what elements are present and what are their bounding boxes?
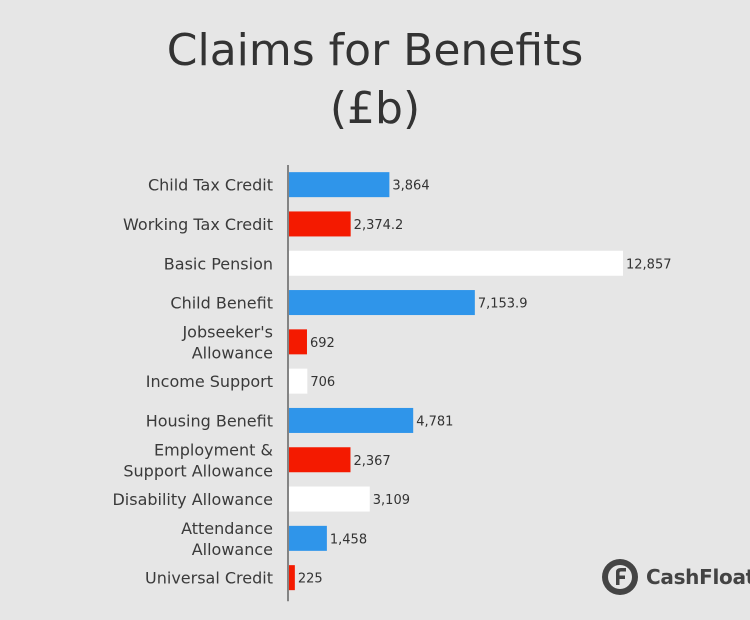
category-label: Basic Pension bbox=[164, 254, 273, 273]
value-label: 7,153.9 bbox=[478, 297, 528, 312]
value-label: 4,781 bbox=[416, 414, 453, 429]
category-label: Disability Allowance bbox=[112, 490, 273, 509]
value-label: 225 bbox=[298, 572, 323, 587]
cashfloat-logo-text: CashFloat bbox=[646, 565, 750, 589]
value-label: 692 bbox=[310, 336, 335, 351]
cashfloat-logo-icon bbox=[602, 559, 638, 595]
bar bbox=[289, 368, 308, 394]
category-label: Universal Credit bbox=[145, 569, 273, 588]
category-label: Housing Benefit bbox=[146, 411, 273, 430]
bar bbox=[289, 172, 390, 198]
value-label: 1,458 bbox=[330, 532, 367, 547]
value-label: 706 bbox=[310, 375, 335, 390]
value-label: 12,857 bbox=[626, 257, 672, 272]
bar bbox=[289, 486, 370, 512]
bar bbox=[289, 290, 475, 316]
category-label: Working Tax Credit bbox=[123, 215, 273, 234]
bar bbox=[289, 525, 327, 551]
cashfloat-logo: CashFloat bbox=[600, 557, 750, 597]
bar bbox=[289, 407, 414, 433]
bar bbox=[289, 329, 307, 355]
category-label: Child Tax Credit bbox=[148, 176, 273, 195]
chart-title: Claims for Benefits (£b) bbox=[0, 22, 750, 138]
category-label: Employment & Support Allowance bbox=[123, 440, 273, 480]
bar bbox=[289, 565, 295, 591]
bar bbox=[289, 447, 351, 473]
value-label: 3,109 bbox=[373, 493, 410, 508]
bar bbox=[289, 211, 351, 237]
value-label: 2,367 bbox=[353, 454, 390, 469]
value-label: 3,864 bbox=[392, 179, 429, 194]
bar bbox=[289, 250, 623, 276]
value-label: 2,374.2 bbox=[354, 218, 404, 233]
category-label: Income Support bbox=[146, 372, 273, 391]
category-label: Jobseeker's Allowance bbox=[181, 322, 273, 362]
category-label: Attendance Allowance bbox=[181, 519, 273, 559]
chart-subtitle: (£b) bbox=[329, 83, 421, 134]
chart-title-text: Claims for Benefits bbox=[166, 25, 584, 76]
category-label: Child Benefit bbox=[170, 294, 273, 313]
